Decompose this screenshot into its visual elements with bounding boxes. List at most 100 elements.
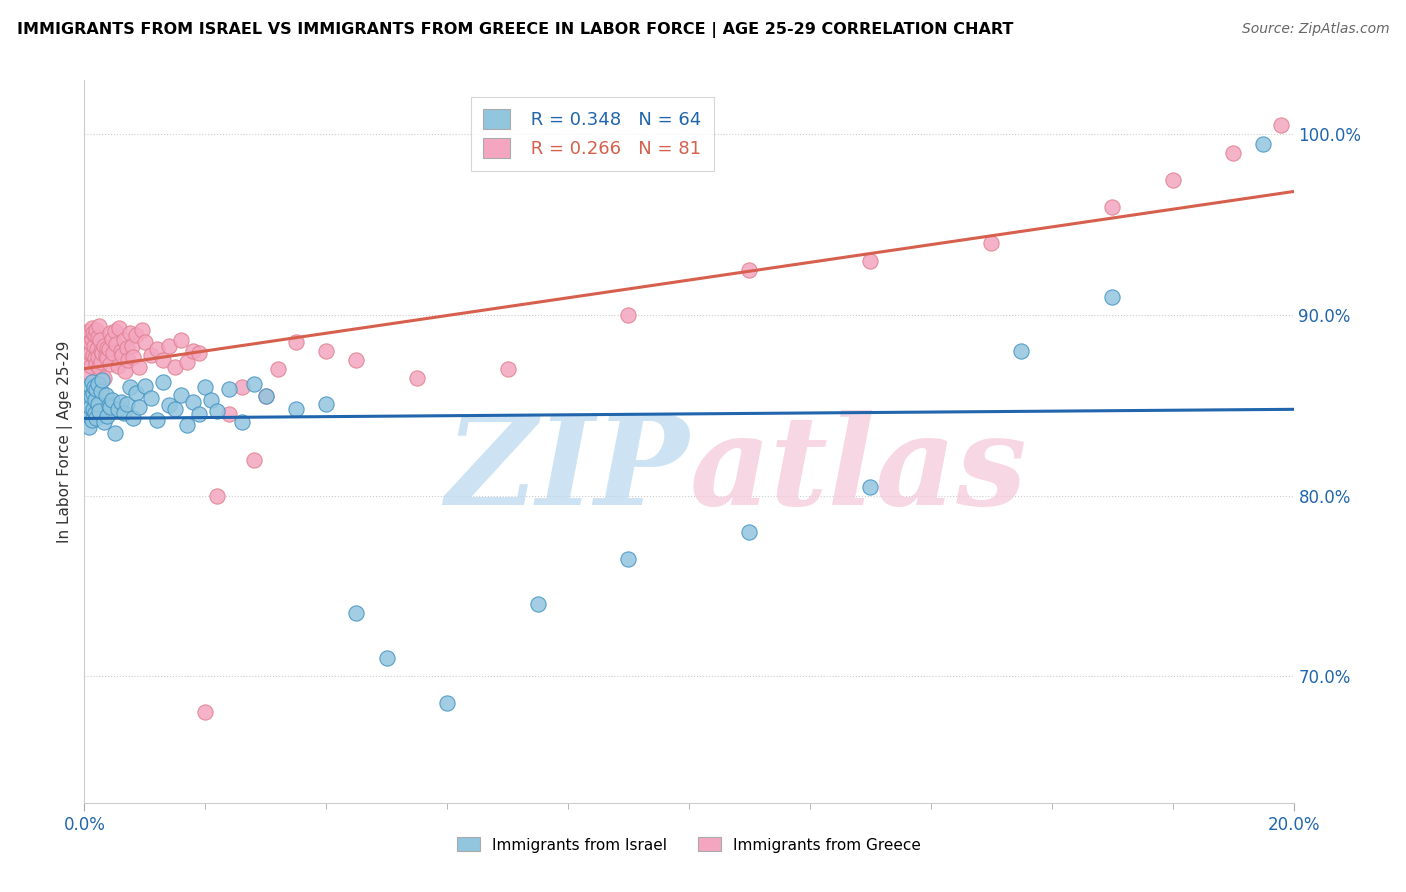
Point: [980, 235, 1002, 250]
Point: [84, 382, 107, 396]
Point: [315, 396, 337, 410]
Point: [100, 332, 122, 346]
Point: [87, 396, 110, 410]
Point: [738, 524, 761, 539]
Point: [267, 362, 290, 376]
Point: [86, 376, 108, 391]
Point: [181, 394, 204, 409]
Point: [83, 351, 105, 366]
Point: [346, 606, 368, 620]
Point: [125, 328, 148, 343]
Point: [91, 346, 114, 360]
Point: [128, 401, 150, 415]
Point: [83, 380, 105, 394]
Point: [496, 362, 519, 376]
Point: [121, 350, 143, 364]
Text: ZIP: ZIP: [446, 409, 689, 532]
Point: [110, 344, 132, 359]
Point: [89, 360, 111, 375]
Point: [200, 392, 222, 407]
Point: [82, 402, 104, 417]
Point: [1101, 200, 1123, 214]
Point: [86, 322, 108, 336]
Point: [176, 418, 198, 433]
Point: [285, 335, 308, 350]
Point: [84, 406, 107, 420]
Point: [82, 348, 104, 362]
Point: [165, 402, 187, 417]
Point: [859, 480, 882, 494]
Point: [194, 380, 217, 394]
Point: [77, 324, 100, 338]
Point: [254, 389, 277, 403]
Text: atlas: atlas: [689, 409, 1026, 532]
Point: [89, 404, 111, 418]
Point: [83, 339, 105, 353]
Point: [1222, 145, 1244, 160]
Point: [87, 330, 110, 344]
Point: [84, 328, 107, 343]
Point: [170, 334, 193, 348]
Point: [157, 398, 180, 412]
Point: [1011, 344, 1033, 359]
Point: [131, 322, 153, 336]
Point: [114, 364, 136, 378]
Point: [90, 355, 112, 369]
Point: [738, 263, 761, 277]
Point: [84, 357, 107, 371]
Point: [617, 552, 640, 566]
Point: [121, 411, 143, 425]
Point: [134, 335, 156, 350]
Point: [77, 341, 100, 355]
Point: [128, 360, 150, 375]
Point: [110, 394, 132, 409]
Point: [77, 394, 100, 409]
Point: [231, 415, 253, 429]
Point: [94, 387, 117, 401]
Point: [134, 378, 156, 392]
Text: Source: ZipAtlas.com: Source: ZipAtlas.com: [1241, 22, 1389, 37]
Point: [104, 337, 127, 351]
Point: [207, 404, 229, 418]
Point: [93, 339, 115, 353]
Point: [90, 384, 112, 398]
Point: [80, 359, 103, 373]
Point: [80, 413, 103, 427]
Point: [118, 326, 141, 341]
Point: [1270, 119, 1292, 133]
Point: [375, 651, 398, 665]
Point: [82, 326, 104, 341]
Point: [254, 389, 277, 403]
Point: [80, 389, 103, 403]
Point: [165, 360, 187, 375]
Point: [77, 366, 100, 380]
Point: [115, 396, 138, 410]
Point: [96, 409, 118, 424]
Y-axis label: In Labor Force | Age 25-29: In Labor Force | Age 25-29: [58, 341, 73, 542]
Point: [86, 411, 108, 425]
Point: [82, 332, 104, 346]
Point: [101, 392, 124, 407]
Point: [86, 350, 108, 364]
Point: [527, 597, 550, 611]
Point: [146, 413, 169, 427]
Point: [97, 343, 120, 357]
Text: IMMIGRANTS FROM ISRAEL VS IMMIGRANTS FROM GREECE IN LABOR FORCE | AGE 25-29 CORR: IMMIGRANTS FROM ISRAEL VS IMMIGRANTS FRO…: [17, 22, 1014, 38]
Point: [96, 351, 118, 366]
Point: [181, 344, 204, 359]
Point: [242, 452, 264, 467]
Point: [406, 371, 429, 385]
Point: [115, 341, 138, 355]
Point: [231, 380, 253, 394]
Point: [79, 378, 101, 392]
Point: [157, 339, 180, 353]
Point: [79, 346, 101, 360]
Point: [97, 398, 120, 412]
Point: [152, 353, 174, 368]
Point: [346, 353, 368, 368]
Point: [83, 392, 105, 407]
Point: [104, 324, 127, 338]
Point: [86, 343, 108, 357]
Point: [436, 697, 458, 711]
Point: [94, 348, 117, 362]
